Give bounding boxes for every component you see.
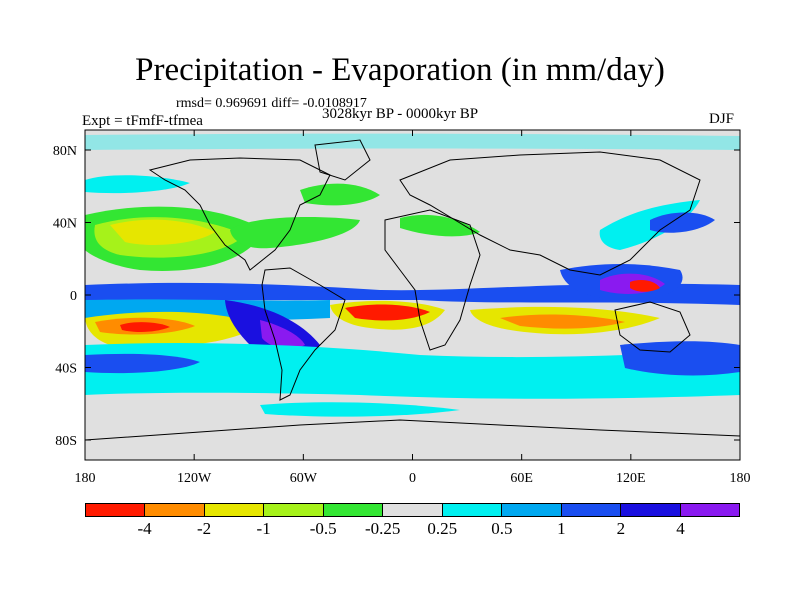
lon-tick-label: 180 xyxy=(75,471,96,486)
greenland-coast xyxy=(314,139,371,181)
colorbar-bin xyxy=(204,504,265,516)
colorbar xyxy=(85,503,740,517)
north-america-coast xyxy=(148,157,331,271)
colorbar-label: 0.25 xyxy=(427,519,458,538)
colorbar-bin xyxy=(561,504,622,516)
field-layer xyxy=(85,130,740,460)
lon-tick-label: 120E xyxy=(616,471,646,486)
south-america-coast xyxy=(261,267,346,401)
longitude-axis: 180 120W 60W 0 60E 120E 180 xyxy=(75,130,751,486)
colorbar-label: -0.25 xyxy=(365,519,401,538)
colorbar-bin xyxy=(621,504,681,516)
period-label: 3028kyr BP - 0000kyr BP xyxy=(322,106,479,122)
colorbar-label: -0.5 xyxy=(309,519,337,538)
colorbar-label: -4 xyxy=(137,519,152,538)
colorbar-bin xyxy=(442,504,503,516)
lon-tick-label: 180 xyxy=(730,471,751,486)
lon-tick-label: 0 xyxy=(409,471,416,486)
experiment-label: Expt = tFmfF-tfmea xyxy=(82,113,203,129)
stats-label: rmsd= 0.969691 diff= -0.0108917 xyxy=(176,96,367,111)
colorbar-bin xyxy=(383,504,443,516)
coastlines xyxy=(85,139,740,441)
africa-coast xyxy=(384,209,481,351)
colorbar-bin xyxy=(680,504,739,516)
lat-tick-label: 80N xyxy=(53,144,77,159)
colorbar-bin xyxy=(264,504,324,516)
lon-tick-label: 120W xyxy=(177,471,212,486)
colorbar-bin xyxy=(323,504,384,516)
lat-tick-label: 40N xyxy=(53,217,77,232)
colorbar-bin xyxy=(86,504,146,516)
chart-title: Precipitation - Evaporation (in mm/day) xyxy=(135,52,665,88)
colorbar-label: -1 xyxy=(256,519,271,538)
colorbar-label: 2 xyxy=(616,519,626,538)
lon-tick-label: 60W xyxy=(290,471,318,486)
latitude-axis: 80N 40N 0 40S 80S xyxy=(53,144,740,449)
colorbar-label: 0.5 xyxy=(491,519,513,538)
colorbar-label: 1 xyxy=(557,519,566,538)
colorbar-label: 4 xyxy=(676,519,685,538)
lat-tick-label: 80S xyxy=(55,434,77,449)
lat-tick-label: 40S xyxy=(55,362,77,377)
season-label: DJF xyxy=(709,111,735,127)
lon-tick-label: 60E xyxy=(510,471,533,486)
eurasia-coast xyxy=(399,151,701,276)
australia-coast xyxy=(614,301,691,353)
colorbar-bin xyxy=(502,504,562,516)
colorbar-label: -2 xyxy=(196,519,212,538)
antarctica-coast xyxy=(85,419,740,441)
colorbar-bin xyxy=(145,504,205,516)
lat-tick-label: 0 xyxy=(70,289,77,304)
